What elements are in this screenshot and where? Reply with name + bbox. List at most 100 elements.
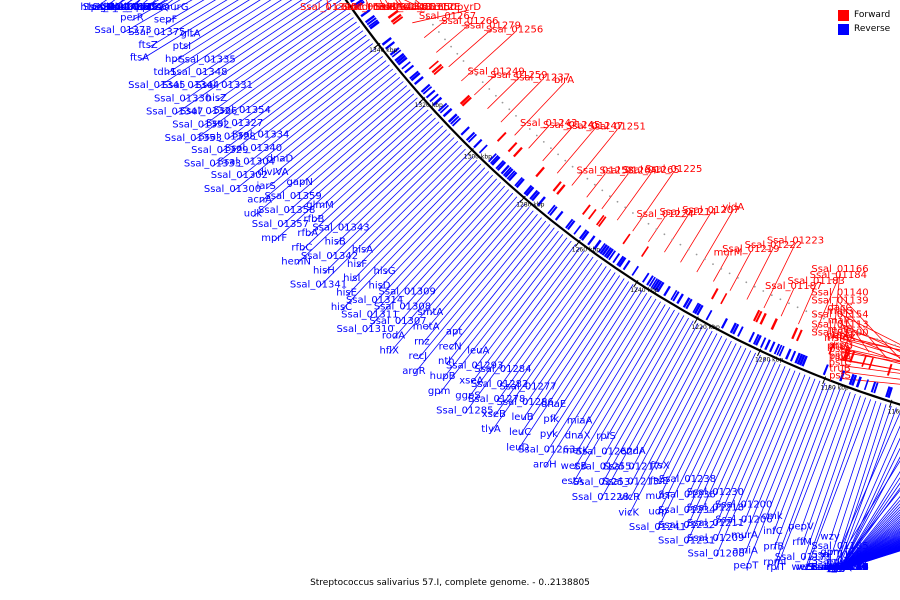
gene-label: Ssal_01358 bbox=[258, 205, 315, 216]
gene-label: Ssal_01308 bbox=[374, 301, 431, 312]
reverse-feature bbox=[396, 54, 406, 64]
label-leader-line bbox=[253, 51, 380, 152]
scale-tick bbox=[467, 148, 474, 155]
reverse-feature bbox=[732, 323, 740, 335]
gene-label: Ssal_01128 bbox=[811, 562, 868, 573]
label-leader-line bbox=[839, 537, 900, 571]
label-leader-line bbox=[775, 390, 846, 571]
forward-feature bbox=[433, 65, 444, 76]
gene-label: Ssal_01350 bbox=[399, 2, 456, 13]
gene-label: eps10C bbox=[821, 562, 858, 573]
gene-label: estA bbox=[561, 476, 583, 487]
label-leader-line bbox=[839, 524, 900, 571]
label-leader-line bbox=[500, 80, 542, 123]
gene-label: aroH bbox=[533, 460, 557, 471]
label-leader-line bbox=[715, 370, 796, 557]
label-leader-line bbox=[546, 292, 648, 453]
scale-tick-label: 1320 kbp bbox=[415, 102, 443, 109]
gene-label: Ssal_01234 bbox=[658, 505, 715, 516]
label-leader-line bbox=[601, 320, 694, 485]
track-dot bbox=[579, 171, 581, 174]
gene-label: leuA bbox=[467, 346, 489, 357]
label-leader-line bbox=[301, 121, 440, 251]
label-leader-line bbox=[164, 0, 282, 76]
gene-label: ftsQ bbox=[149, 2, 169, 13]
gene-label: dacC bbox=[828, 303, 853, 314]
label-leader-line bbox=[239, 60, 387, 179]
gene-label: Ssal_01278 bbox=[468, 394, 525, 405]
forward-feature bbox=[753, 309, 761, 322]
label-leader-line bbox=[839, 511, 900, 571]
label-leader-line bbox=[216, 8, 348, 102]
label-leader-line bbox=[430, 203, 526, 316]
forward-feature bbox=[556, 184, 566, 195]
gene-label: Ssal_01334 bbox=[232, 129, 289, 140]
label-leader-line bbox=[839, 543, 900, 571]
label-leader-line bbox=[839, 537, 900, 571]
scale-ticks: 1080 kbp1100 kbp1120 kbp1140 kbp1160 kbp… bbox=[369, 42, 900, 415]
track-dot bbox=[564, 159, 567, 162]
label-leader-line bbox=[362, 148, 466, 253]
label-leader-line bbox=[839, 313, 900, 345]
forward-feature bbox=[392, 16, 404, 25]
gene-label: ptsI bbox=[173, 41, 191, 52]
gene-label: sodA bbox=[138, 2, 163, 13]
gene-label: amyA bbox=[826, 562, 855, 573]
gene-label: Ssal_01166 bbox=[811, 264, 868, 275]
gene-label: Ssal_01333 bbox=[184, 159, 241, 170]
gene-label: Ssal_01342 bbox=[301, 251, 358, 262]
track-dot bbox=[858, 331, 860, 334]
label-leader-line bbox=[839, 541, 900, 571]
gene-label: wzx bbox=[797, 562, 816, 573]
reverse-feature bbox=[601, 245, 610, 256]
gene-label: Ssal_01247 bbox=[566, 121, 623, 132]
gene-label: Ssal_01237 bbox=[513, 73, 570, 84]
forward-feature bbox=[759, 312, 767, 325]
gene-label: Ssal_01154 bbox=[811, 310, 868, 321]
gene-label: Ssal_01300 bbox=[204, 184, 261, 195]
gene-label: metA bbox=[413, 322, 440, 333]
gene-label: Ssal_01256 bbox=[486, 25, 543, 36]
gene-label: amiA bbox=[732, 545, 758, 556]
track-dot bbox=[586, 177, 589, 180]
track-dot bbox=[796, 306, 799, 309]
gene-label: Ssal_01141 bbox=[811, 562, 868, 573]
label-leader-line bbox=[839, 522, 900, 571]
gene-label: msmX bbox=[824, 333, 856, 344]
label-leader-line bbox=[519, 278, 625, 436]
gene-label: pfk bbox=[543, 414, 559, 425]
gene-label: ftsE bbox=[650, 476, 669, 487]
forward-feature bbox=[552, 181, 562, 192]
gene-label: murG bbox=[161, 2, 189, 13]
forward-feature bbox=[868, 357, 874, 370]
gene-label: Ssal_01214 bbox=[659, 207, 716, 218]
gene-label: Ssal_01286 bbox=[497, 397, 554, 408]
gene-label: Ssal_01392 bbox=[107, 2, 164, 13]
label-leader-line bbox=[839, 544, 900, 571]
track-dot bbox=[444, 38, 446, 41]
gene-label: Ssal_01231 bbox=[658, 536, 715, 547]
gene-label: malF bbox=[828, 316, 853, 327]
reverse-feature bbox=[554, 210, 564, 221]
gene-label: glk bbox=[100, 2, 115, 13]
label-leader-line bbox=[496, 259, 598, 403]
label-leader-line bbox=[839, 530, 900, 571]
label-leader-line bbox=[404, 0, 426, 11]
gene-label: Ssal_01150 bbox=[811, 562, 868, 573]
label-leader-line bbox=[413, 217, 542, 375]
reverse-feature bbox=[822, 364, 829, 376]
gene-label: prfB bbox=[763, 542, 784, 553]
reverse-feature bbox=[500, 164, 510, 175]
gene-label: Ssal_01356 bbox=[378, 2, 435, 13]
gene-label: murE bbox=[434, 2, 461, 13]
reverse-feature bbox=[656, 281, 665, 293]
reverse-feature bbox=[410, 72, 421, 82]
reverse-feature bbox=[839, 370, 846, 382]
gene-label: epsD bbox=[827, 557, 853, 568]
label-leader-line bbox=[680, 212, 712, 263]
scale-tick bbox=[373, 42, 381, 49]
gene-label: Ssal_01223 bbox=[767, 235, 824, 246]
label-leader-line bbox=[839, 340, 900, 363]
gene-label: ftsZ bbox=[138, 40, 157, 51]
gene-label: Ssal_01100 bbox=[811, 327, 868, 338]
